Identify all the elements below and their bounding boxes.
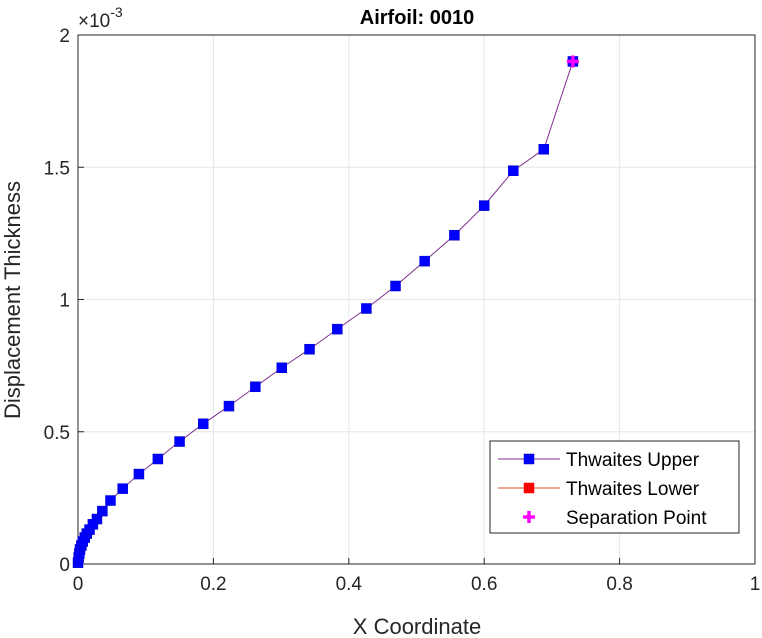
- y-axis-label: Displacement Thickness: [0, 181, 25, 419]
- y-tick-label: 1.5: [44, 158, 70, 179]
- thwaites-upper-point: [97, 505, 108, 517]
- y-exponent-base: ×10: [78, 11, 110, 32]
- x-axis-label: X Coordinate: [353, 614, 481, 638]
- x-tick-label: 0.8: [606, 574, 632, 595]
- thwaites-upper-point: [197, 418, 209, 430]
- series-markers: [72, 55, 579, 568]
- thwaites-upper-point: [361, 303, 372, 314]
- thwaites-upper-point: [304, 343, 315, 355]
- thwaites-upper-point: [508, 165, 519, 176]
- legend-thwaites-lower-marker: [523, 482, 535, 494]
- x-tick-label: 0.2: [200, 574, 226, 595]
- legend-thwaites-upper-label: Thwaites Upper: [566, 450, 700, 471]
- thwaites-upper-point: [449, 229, 460, 241]
- thwaites-upper-point: [91, 513, 103, 525]
- separation-point-point: [566, 55, 579, 68]
- y-tick-label: 0: [59, 555, 70, 576]
- x-tick-label: 0.4: [336, 574, 363, 595]
- y-tick-label: 1: [59, 291, 70, 312]
- legend-thwaites-upper-marker: [523, 453, 535, 465]
- thwaites-upper-point: [223, 400, 235, 412]
- x-tick-label: 1: [750, 574, 761, 595]
- thwaites-upper-point: [419, 255, 430, 267]
- thwaites-upper-point: [117, 483, 128, 494]
- x-tick-label: 0: [73, 574, 84, 595]
- thwaites-upper-point: [105, 495, 116, 506]
- legend-separation-point-marker: [523, 511, 535, 523]
- y-tick-label: 2: [59, 26, 70, 47]
- thwaites-upper-point: [133, 468, 145, 480]
- y-exponent-power: -3: [110, 4, 123, 20]
- thwaites-upper-point: [152, 453, 164, 465]
- x-tick-label: 0.6: [471, 574, 497, 595]
- legend-separation-point-label: Separation Point: [566, 508, 707, 529]
- y-exponent: ×10-3: [78, 4, 123, 32]
- chart-title: Airfoil: 0010: [360, 7, 474, 29]
- y-tick-label: 0.5: [44, 423, 70, 444]
- legend-thwaites-lower-label: Thwaites Lower: [566, 479, 700, 500]
- thwaites-upper-point: [538, 144, 550, 155]
- thwaites-upper-point: [478, 200, 490, 211]
- thwaites-upper-point: [250, 381, 261, 393]
- thwaites-upper-point: [276, 362, 288, 373]
- legend: Thwaites Upper Thwaites Lower Separation P…: [489, 440, 740, 534]
- thwaites-upper-point: [174, 436, 185, 447]
- thwaites-upper-point: [390, 280, 401, 292]
- thwaites-upper-point: [332, 323, 343, 335]
- axis-ticks: 0 0.2 0.4 0.6 0.8 1 0 0.5 1 1.5 2: [44, 26, 761, 595]
